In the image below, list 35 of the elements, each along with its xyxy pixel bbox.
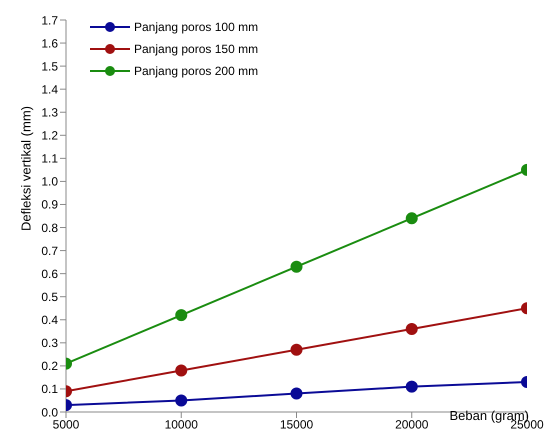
y-tick-label: 0.2	[41, 359, 58, 374]
point	[406, 380, 418, 393]
y-tick-label: 0.7	[41, 244, 58, 258]
x-tick-label: 15000	[280, 418, 314, 432]
y-tick-label: 0.1	[41, 382, 58, 396]
legend-label: Panjang poros 200 mm	[134, 64, 258, 78]
y-tick-label: 1.7	[41, 13, 58, 28]
y-tick-label: 1.6	[41, 36, 58, 50]
y-tick-label: 0.5	[41, 290, 58, 304]
y-tick-label: 1.3	[41, 105, 58, 120]
y-tick-label: 0.6	[41, 266, 58, 281]
x-tick-label: 5000	[52, 418, 80, 432]
point	[175, 309, 188, 322]
point	[290, 260, 302, 273]
point	[290, 388, 302, 400]
y-tick-label: 1.4	[41, 82, 58, 96]
y-tick-label: 1.1	[41, 152, 58, 166]
y-tick-label: 0.3	[41, 336, 58, 350]
y-tick-label: 1.0	[41, 174, 58, 189]
y-tick-label: 0.9	[41, 198, 58, 212]
point	[406, 322, 418, 335]
point	[406, 212, 418, 224]
y-tick-label: 0.0	[41, 405, 58, 420]
point	[175, 364, 188, 376]
x-tick-label: 10000	[164, 418, 198, 432]
x-tick-label: 20000	[395, 418, 429, 432]
y-tick-label: 0.8	[41, 220, 58, 235]
y-tick-label: 1.2	[41, 128, 58, 143]
y-tick-label: 1.5	[41, 59, 58, 74]
point	[290, 344, 302, 356]
y-tick-label: 0.4	[41, 313, 58, 328]
point	[175, 394, 188, 406]
legend-label: Panjang poros 150 mm	[134, 42, 258, 56]
legend-label: Panjang poros 100 mm	[134, 20, 258, 34]
y-axis-title: Defleksi vertikal (mm)	[18, 106, 34, 231]
